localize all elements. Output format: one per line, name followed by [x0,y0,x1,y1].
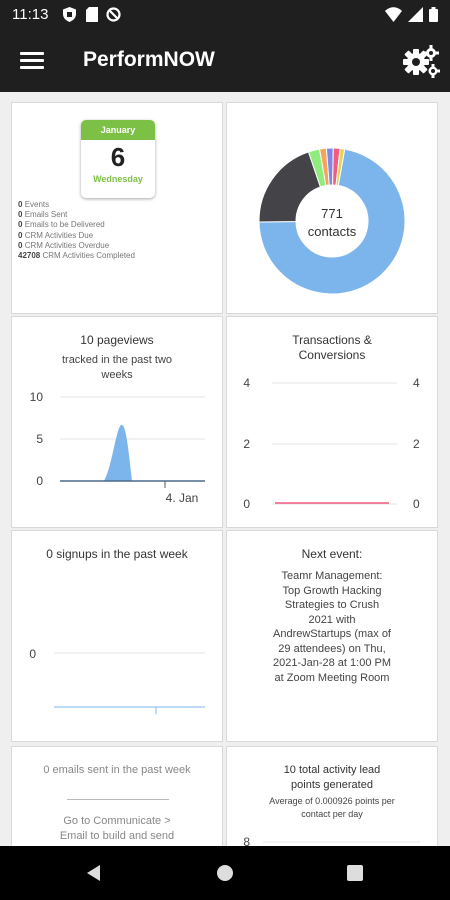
settings-gear-icon[interactable] [400,40,442,82]
x-tick-label: 4. Jan [166,491,199,505]
donut-slice [258,148,406,295]
status-time: 11:13 [12,6,49,23]
signups-chart: 0 [29,647,205,714]
transactions-card[interactable]: Transactions & Conversions 4 2 0 4 2 0 [226,316,438,528]
y-tick-label: 4 [243,376,250,390]
no-disturb-icon [106,7,121,22]
stat-row: 0 CRM Activities Due [18,230,94,240]
y-tick-label: 5 [36,432,43,446]
app-bar: PerformNOW [0,30,450,92]
signups-title: 0 signups in the past week [46,547,188,561]
y-tick-label-right: 0 [413,497,420,511]
divider [67,799,169,800]
calendar-month: January [81,120,155,140]
dashboard: January 6 Wednesday 0 Events 0 Emails Se… [0,92,450,846]
calendar-day: 6 [110,142,126,172]
contacts-count: 771 [321,206,343,221]
signal-icon [408,7,423,27]
wifi-icon [385,7,402,27]
y-tick-label: 0 [36,474,43,488]
contacts-donut-chart: 771 contacts [258,147,406,295]
donut-slice [258,151,322,223]
next-event-details: Teamr Management: Top Growth Hacking Str… [272,570,392,684]
back-icon[interactable] [81,860,107,886]
home-icon[interactable] [212,860,238,886]
transactions-chart: 4 2 0 4 2 0 [243,376,420,511]
y-tick-label: 8 [243,835,250,846]
y-tick-label: 2 [243,437,250,451]
activity-title: 10 total activity lead points generated [283,764,381,791]
next-event-card[interactable]: Next event: Teamr Management: Top Growth… [226,530,438,742]
activity-subtitle: Average of 0.000926 points per contact p… [269,796,395,819]
contacts-label: contacts [308,224,357,239]
battery-icon [429,7,438,27]
pageviews-subtitle: tracked in the past two weeks [61,354,173,381]
calendar-card[interactable]: January 6 Wednesday 0 Events 0 Emails Se… [11,102,223,314]
activity-card[interactable]: 10 total activity lead points generated … [226,746,438,846]
y-tick-label-right: 2 [413,437,420,451]
stat-row: 0 CRM Activities Overdue [18,240,110,250]
y-tick-label-right: 4 [413,376,420,390]
pageviews-area [104,424,132,481]
stat-row: 0 Events [18,200,50,209]
pageviews-chart: 10 5 0 4. Jan [30,390,205,505]
calendar-weekday: Wednesday [93,174,143,184]
menu-icon[interactable] [20,52,44,70]
navigation-bar [0,846,450,900]
transactions-title: Transactions & Conversions [292,333,372,362]
emails-note: Go to Communicate > Email to build and s… [59,815,175,842]
y-tick-label: 0 [243,497,250,511]
emails-card[interactable]: 0 emails sent in the past week Go to Com… [11,746,223,846]
recents-icon[interactable] [342,860,368,886]
stat-row: 0 Emails Sent [18,210,68,220]
sim-card-icon [84,7,99,22]
calendar-icon: January 6 Wednesday [81,120,155,198]
pageviews-card[interactable]: 10 pageviews tracked in the past two wee… [11,316,223,528]
stat-row: 0 Emails to be Delivered [18,220,105,230]
shield-icon [62,7,77,22]
next-event-title: Next event: [301,547,363,561]
activity-chart: 8 [243,835,420,846]
y-tick-label: 10 [30,390,44,404]
pageviews-title: 10 pageviews [80,333,154,347]
stat-row: 42708 CRM Activities Completed [18,251,135,261]
status-bar: 11:13 [0,0,450,30]
contacts-card[interactable]: 771 contacts [226,102,438,314]
signups-card[interactable]: 0 signups in the past week 0 [11,530,223,742]
calendar-stats: 0 Events 0 Emails Sent 0 Emails to be De… [18,200,135,261]
emails-title: 0 emails sent in the past week [43,764,191,776]
donut-slice [335,147,346,187]
y-tick-label: 0 [29,647,36,661]
app-title: PerformNOW [83,48,215,71]
